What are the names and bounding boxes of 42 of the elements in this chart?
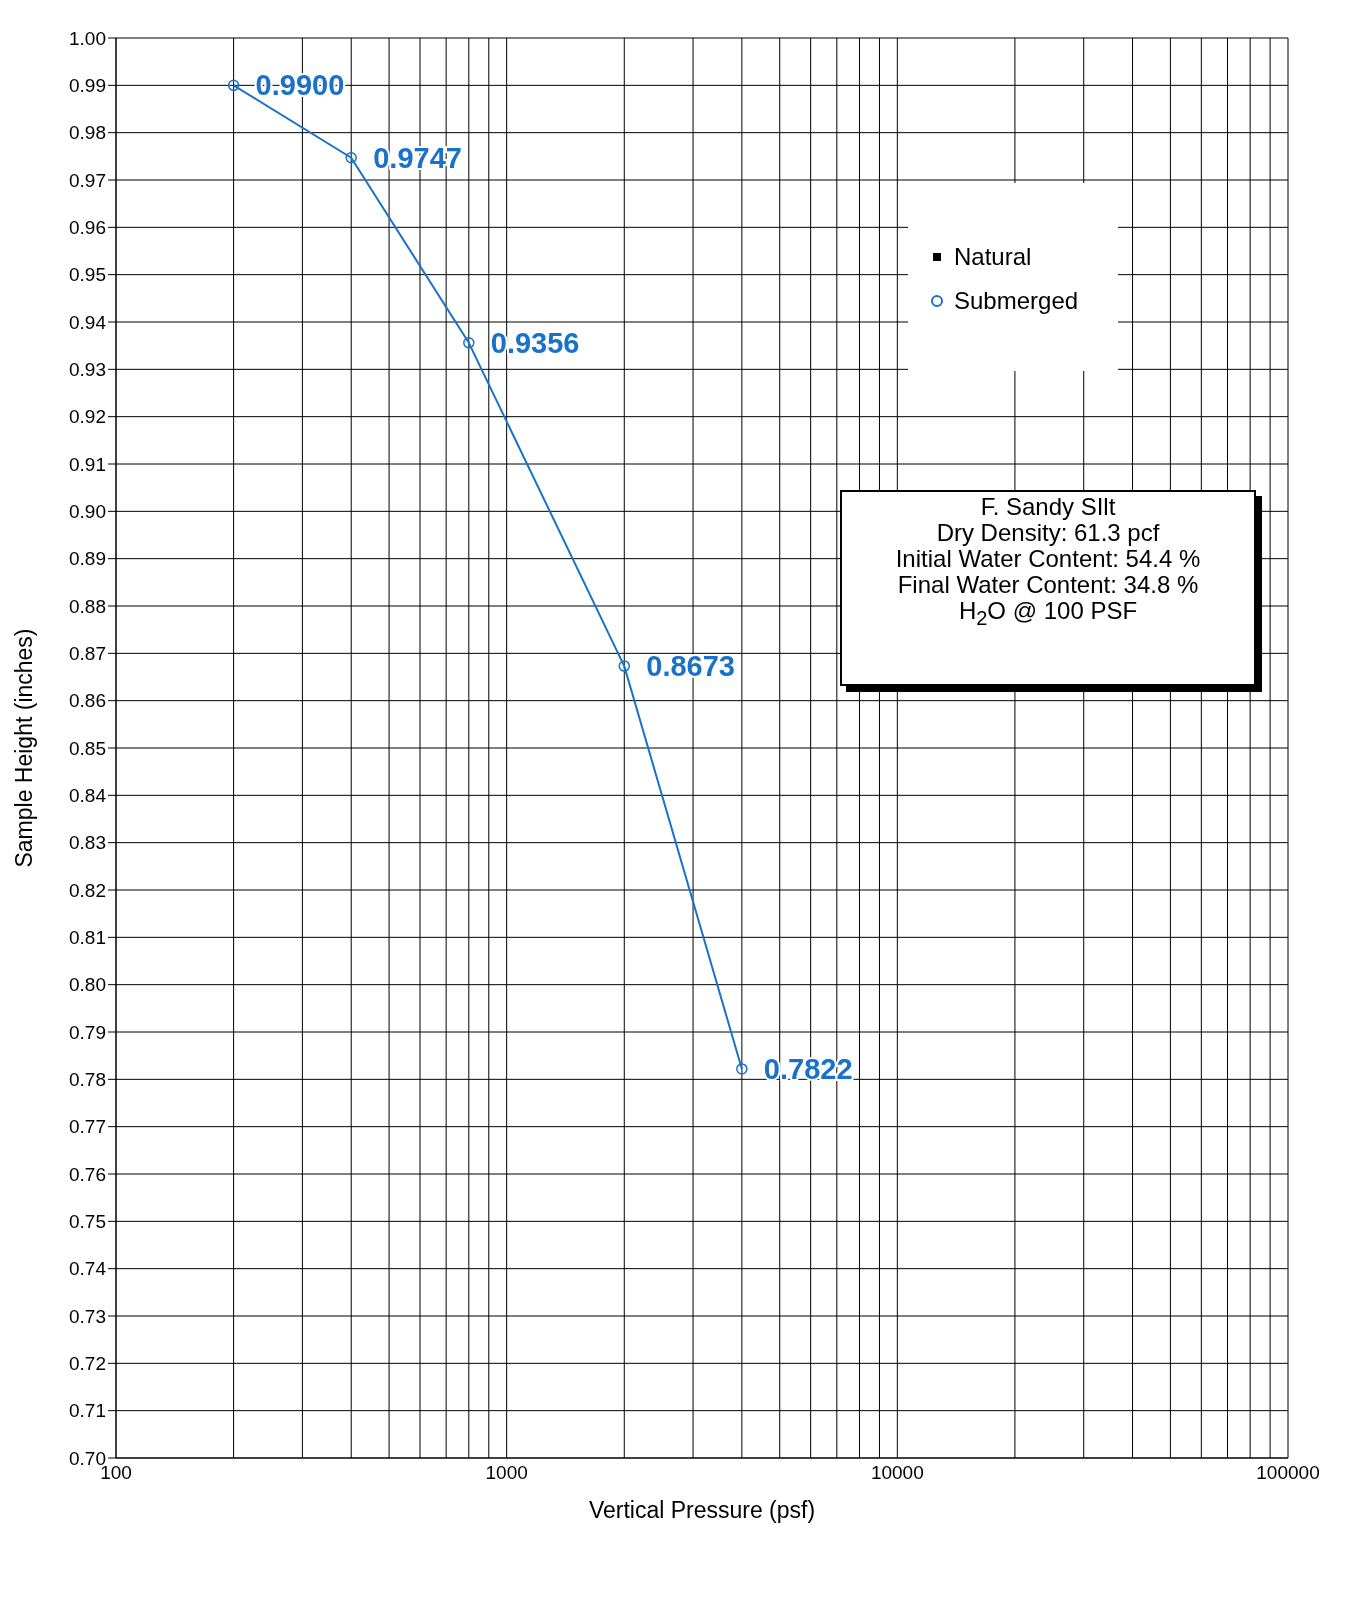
annotation: H$_{2}$O @ 100 PSF: [957, 597, 1139, 631]
y-tick-label: 0.98: [69, 122, 106, 144]
legend-label: Submerged: [954, 287, 1079, 315]
y-tick-label: 0.85: [69, 737, 106, 759]
x-tick-label: 100000: [1256, 1462, 1320, 1484]
x-tick-label: 10000: [870, 1462, 924, 1484]
y-tick-label: 0.76: [69, 1163, 106, 1185]
y-tick-label: 0.78: [69, 1069, 106, 1091]
y-tick-label: 0.71: [69, 1400, 106, 1422]
y-tick-label: 0.82: [69, 879, 106, 901]
y-tick-label: 0.72: [69, 1353, 106, 1375]
annotation: Final Water Content: 34.8 %: [896, 571, 1200, 598]
y-tick-label: 0.94: [69, 311, 107, 333]
y-axis-title: Sample Height (inches): [11, 628, 38, 868]
y-tick-label: 0.97: [69, 169, 106, 191]
y-tick-label: 0.77: [69, 1116, 106, 1138]
y-tick-label: 0.73: [69, 1305, 106, 1327]
legend-label: Natural: [954, 243, 1032, 271]
y-tick-label: 0.92: [69, 406, 106, 428]
y-tick-label: 0.84: [69, 785, 107, 807]
annotation: Dry Density: 61.3 pcf: [935, 519, 1161, 546]
annotation: F. Sandy SIlt: [979, 493, 1117, 520]
y-tick-label: 0.93: [69, 359, 106, 381]
y-tick-label: 0.79: [69, 1021, 106, 1043]
y-tick-label: 0.81: [69, 927, 106, 949]
annotation: Initial Water Content: 54.4 %: [894, 545, 1202, 572]
y-tick-label: 0.90: [69, 501, 106, 523]
y-tick-label: 0.86: [69, 690, 106, 712]
y-tick-label: 0.80: [69, 974, 106, 996]
y-tick-label: 0.74: [69, 1258, 107, 1280]
y-tick-label: 0.88: [69, 595, 106, 617]
y-tick-label: 0.89: [69, 548, 106, 570]
x-axis-title: Vertical Pressure (psf): [588, 1497, 816, 1523]
y-tick-label: 1.00: [69, 27, 106, 49]
y-tick-label: 0.99: [69, 75, 106, 97]
y-tick-label: 0.96: [69, 217, 106, 239]
y-tick-label: 0.83: [69, 832, 106, 854]
y-tick-label: 0.91: [69, 453, 106, 475]
y-tick-label: 0.87: [69, 643, 106, 665]
x-tick-label: 1000: [485, 1462, 528, 1484]
y-tick-label: 0.95: [69, 264, 106, 286]
y-tick-label: 0.75: [69, 1211, 106, 1233]
